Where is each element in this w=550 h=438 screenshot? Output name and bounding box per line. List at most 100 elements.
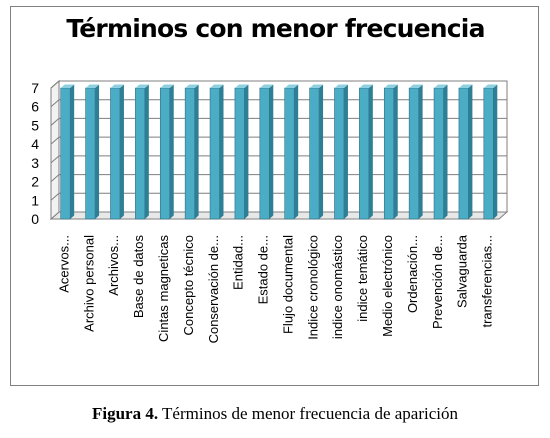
bar-top (458, 84, 473, 88)
bar-side (393, 84, 398, 219)
bar-front (259, 87, 270, 220)
x-tick-label: Entidad... (231, 235, 246, 290)
x-tick-label: Archivo personal (81, 235, 96, 332)
x-tick-label: Salvaguarda (455, 234, 470, 308)
bar-side (493, 84, 498, 219)
bar (433, 84, 448, 220)
bar-top (434, 84, 448, 88)
caption-label: Figura 4. (92, 404, 159, 423)
bar (184, 84, 199, 220)
bar-front (135, 87, 146, 220)
y-tick-label: 3 (31, 155, 39, 171)
bar (209, 84, 224, 220)
y-tick-label: 5 (31, 117, 39, 133)
bar-front (284, 87, 295, 220)
gridline (50, 192, 507, 201)
bar-side (319, 84, 324, 219)
bar (359, 84, 373, 220)
gridline (50, 99, 507, 108)
y-tick-label: 6 (31, 99, 39, 115)
gridline (50, 117, 507, 126)
bar-front (184, 87, 195, 220)
bar-top (334, 84, 348, 88)
y-tick-label: 4 (31, 136, 39, 152)
bar-top (409, 84, 423, 88)
gridline (50, 155, 507, 164)
bar-side (219, 84, 224, 219)
x-tick-label: Ordenación... (405, 235, 420, 313)
bar-front (458, 87, 469, 220)
bar (60, 84, 75, 220)
bar (85, 84, 100, 220)
x-tick-label: Conservación de... (206, 235, 221, 343)
bars (60, 84, 498, 220)
bar-top (110, 84, 124, 88)
bar-top (210, 84, 224, 88)
bar-front (408, 87, 419, 220)
y-tick-label: 7 (31, 80, 39, 96)
y-tick-label: 0 (31, 211, 39, 227)
bar-front (159, 87, 171, 220)
bar-top (185, 84, 199, 88)
bar-top (359, 84, 373, 88)
bar (483, 84, 498, 220)
bar-side (343, 84, 348, 219)
gridline (50, 80, 507, 89)
bar (309, 84, 324, 220)
bar (458, 84, 473, 220)
bar-top (234, 84, 249, 88)
x-tick-label: Flujo documental (280, 235, 295, 334)
x-tick-label: indice onomástico (330, 235, 345, 339)
x-tick-label: transferencias... (480, 235, 495, 328)
bar-side (418, 84, 423, 219)
bar (135, 84, 149, 220)
bar-chart: 0 1 2 3 4 5 6 7 Acervos... Archivo personal Archi… (31, 79, 509, 343)
side-wall (50, 79, 60, 221)
bar-side (119, 84, 124, 219)
gridline (50, 174, 507, 182)
bar (284, 84, 299, 220)
bar-top (160, 84, 174, 88)
bar (383, 84, 398, 220)
x-tick-label: Estado de... (256, 235, 271, 304)
bar-side (294, 84, 299, 219)
x-axis-labels: Acervos... Archivo personal Archivos... Bas… (56, 234, 494, 343)
bar-top (309, 84, 324, 88)
bar-front (234, 87, 245, 220)
bar-side (269, 84, 274, 219)
bar-top (384, 84, 398, 88)
bar-side (95, 84, 100, 219)
gridline (50, 136, 507, 145)
x-tick-label: Medio electrónico (380, 235, 395, 337)
bar-front (85, 87, 96, 220)
bar-top (85, 84, 100, 88)
y-tick-label: 1 (31, 192, 39, 208)
bar (110, 84, 124, 220)
bar-top (284, 84, 299, 88)
bar-front (309, 87, 320, 220)
bar-front (383, 87, 395, 220)
bar-side (194, 84, 199, 219)
bar-front (433, 87, 444, 220)
bar-top (60, 84, 75, 88)
bar-front (483, 87, 494, 220)
x-tick-label: Acervos... (56, 235, 71, 293)
bar-side (169, 84, 174, 219)
bar-top (483, 84, 498, 88)
x-tick-label: indice temático (355, 235, 370, 322)
x-tick-label: Concepto técnico (181, 235, 196, 335)
bar-front (60, 87, 71, 220)
bar-front (110, 87, 121, 220)
x-tick-label: Indice cronológico (305, 235, 320, 340)
bar-side (468, 84, 473, 219)
bar-front (209, 87, 220, 220)
y-tick-label: 2 (31, 174, 39, 190)
bar-front (334, 87, 345, 220)
y-axis-ticks: 0 1 2 3 4 5 6 7 (31, 80, 39, 227)
bar (259, 84, 274, 220)
bar-top (135, 84, 149, 88)
chart-title: Términos con menor frecuencia (66, 14, 485, 43)
bar-side (244, 84, 249, 219)
bar-front (359, 87, 370, 220)
bar-side (443, 84, 448, 219)
